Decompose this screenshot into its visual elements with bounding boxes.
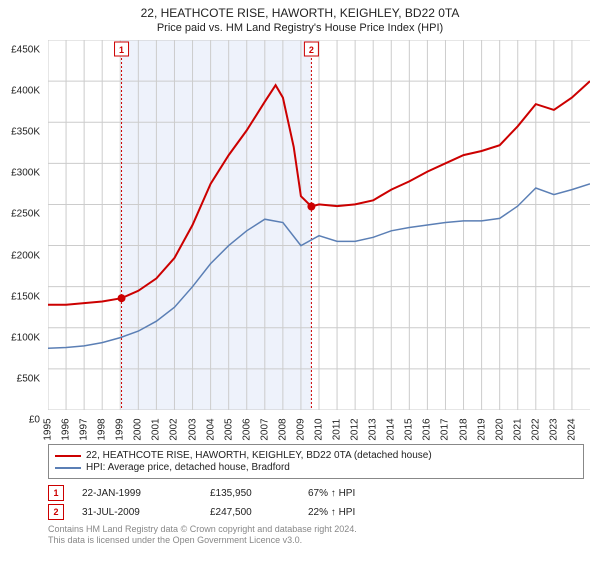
x-tick-label: 2018	[458, 418, 469, 440]
y-tick-label: £350K	[11, 127, 40, 138]
disclaimer-line-2: This data is licensed under the Open Gov…	[48, 535, 584, 546]
svg-text:2: 2	[309, 45, 314, 55]
y-tick-label: £0	[29, 415, 40, 426]
line-chart: 12	[48, 40, 590, 410]
x-tick-label: 2002	[169, 418, 180, 440]
event-delta: 67% ↑ HPI	[308, 488, 584, 499]
x-tick-label: 1996	[61, 418, 72, 440]
y-tick-label: £100K	[11, 332, 40, 343]
x-tick-label: 2012	[350, 418, 361, 440]
svg-text:1: 1	[119, 45, 124, 55]
event-price: £247,500	[210, 507, 290, 518]
x-tick-label: 2010	[314, 418, 325, 440]
y-axis: £0£50K£100K£150K£200K£250K£300K£350K£400…	[0, 50, 44, 420]
x-tick-label: 2017	[440, 418, 451, 440]
y-tick-label: £50K	[17, 373, 40, 384]
legend-label: 22, HEATHCOTE RISE, HAWORTH, KEIGHLEY, B…	[86, 450, 432, 461]
x-tick-label: 2003	[187, 418, 198, 440]
x-tick-label: 2006	[241, 418, 252, 440]
page-subtitle: Price paid vs. HM Land Registry's House …	[0, 22, 600, 34]
y-tick-label: £250K	[11, 209, 40, 220]
x-tick-label: 2007	[259, 418, 270, 440]
x-tick-label: 2014	[386, 418, 397, 440]
x-tick-label: 2023	[548, 418, 559, 440]
x-axis: 1995199619971998199920002001200220032004…	[48, 410, 590, 444]
x-tick-label: 1998	[97, 418, 108, 440]
event-marker: 1	[48, 485, 64, 501]
x-tick-label: 2000	[133, 418, 144, 440]
x-tick-label: 2009	[295, 418, 306, 440]
chart-area: 12	[48, 40, 590, 410]
events-table: 1 22-JAN-1999 £135,950 67% ↑ HPI 2 31-JUL-200…	[48, 485, 584, 520]
x-tick-label: 2004	[205, 418, 216, 440]
x-tick-label: 2024	[566, 418, 577, 440]
legend-label: HPI: Average price, detached house, Brad…	[86, 462, 290, 473]
x-tick-label: 2021	[512, 418, 523, 440]
x-tick-label: 1997	[79, 418, 90, 440]
event-row: 1 22-JAN-1999 £135,950 67% ↑ HPI	[48, 485, 584, 501]
y-tick-label: £300K	[11, 168, 40, 179]
container: 22, HEATHCOTE RISE, HAWORTH, KEIGHLEY, B…	[0, 6, 600, 546]
legend-swatch	[55, 467, 81, 469]
y-tick-label: £400K	[11, 86, 40, 97]
event-delta: 22% ↑ HPI	[308, 507, 584, 518]
x-tick-label: 2016	[422, 418, 433, 440]
page-title: 22, HEATHCOTE RISE, HAWORTH, KEIGHLEY, B…	[0, 6, 600, 20]
disclaimer-line-1: Contains HM Land Registry data © Crown c…	[48, 524, 584, 535]
x-tick-label: 2005	[223, 418, 234, 440]
event-marker: 2	[48, 504, 64, 520]
event-date: 31-JUL-2009	[82, 507, 192, 518]
x-tick-label: 2011	[332, 419, 343, 441]
disclaimer: Contains HM Land Registry data © Crown c…	[48, 524, 584, 546]
x-tick-label: 2001	[151, 418, 162, 440]
y-tick-label: £450K	[11, 45, 40, 56]
event-price: £135,950	[210, 488, 290, 499]
legend-row: 22, HEATHCOTE RISE, HAWORTH, KEIGHLEY, B…	[55, 450, 577, 461]
legend-swatch	[55, 455, 81, 457]
x-tick-label: 2015	[404, 418, 415, 440]
legend-row: HPI: Average price, detached house, Brad…	[55, 462, 577, 473]
event-row: 2 31-JUL-2009 £247,500 22% ↑ HPI	[48, 504, 584, 520]
x-tick-label: 1999	[115, 418, 126, 440]
x-tick-label: 2022	[530, 418, 541, 440]
x-tick-label: 2020	[494, 418, 505, 440]
y-tick-label: £150K	[11, 291, 40, 302]
x-tick-label: 2019	[476, 418, 487, 440]
x-tick-label: 2008	[277, 418, 288, 440]
y-tick-label: £200K	[11, 250, 40, 261]
x-tick-label: 1995	[43, 418, 54, 440]
x-tick-label: 2013	[368, 418, 379, 440]
event-date: 22-JAN-1999	[82, 488, 192, 499]
legend: 22, HEATHCOTE RISE, HAWORTH, KEIGHLEY, B…	[48, 444, 584, 479]
